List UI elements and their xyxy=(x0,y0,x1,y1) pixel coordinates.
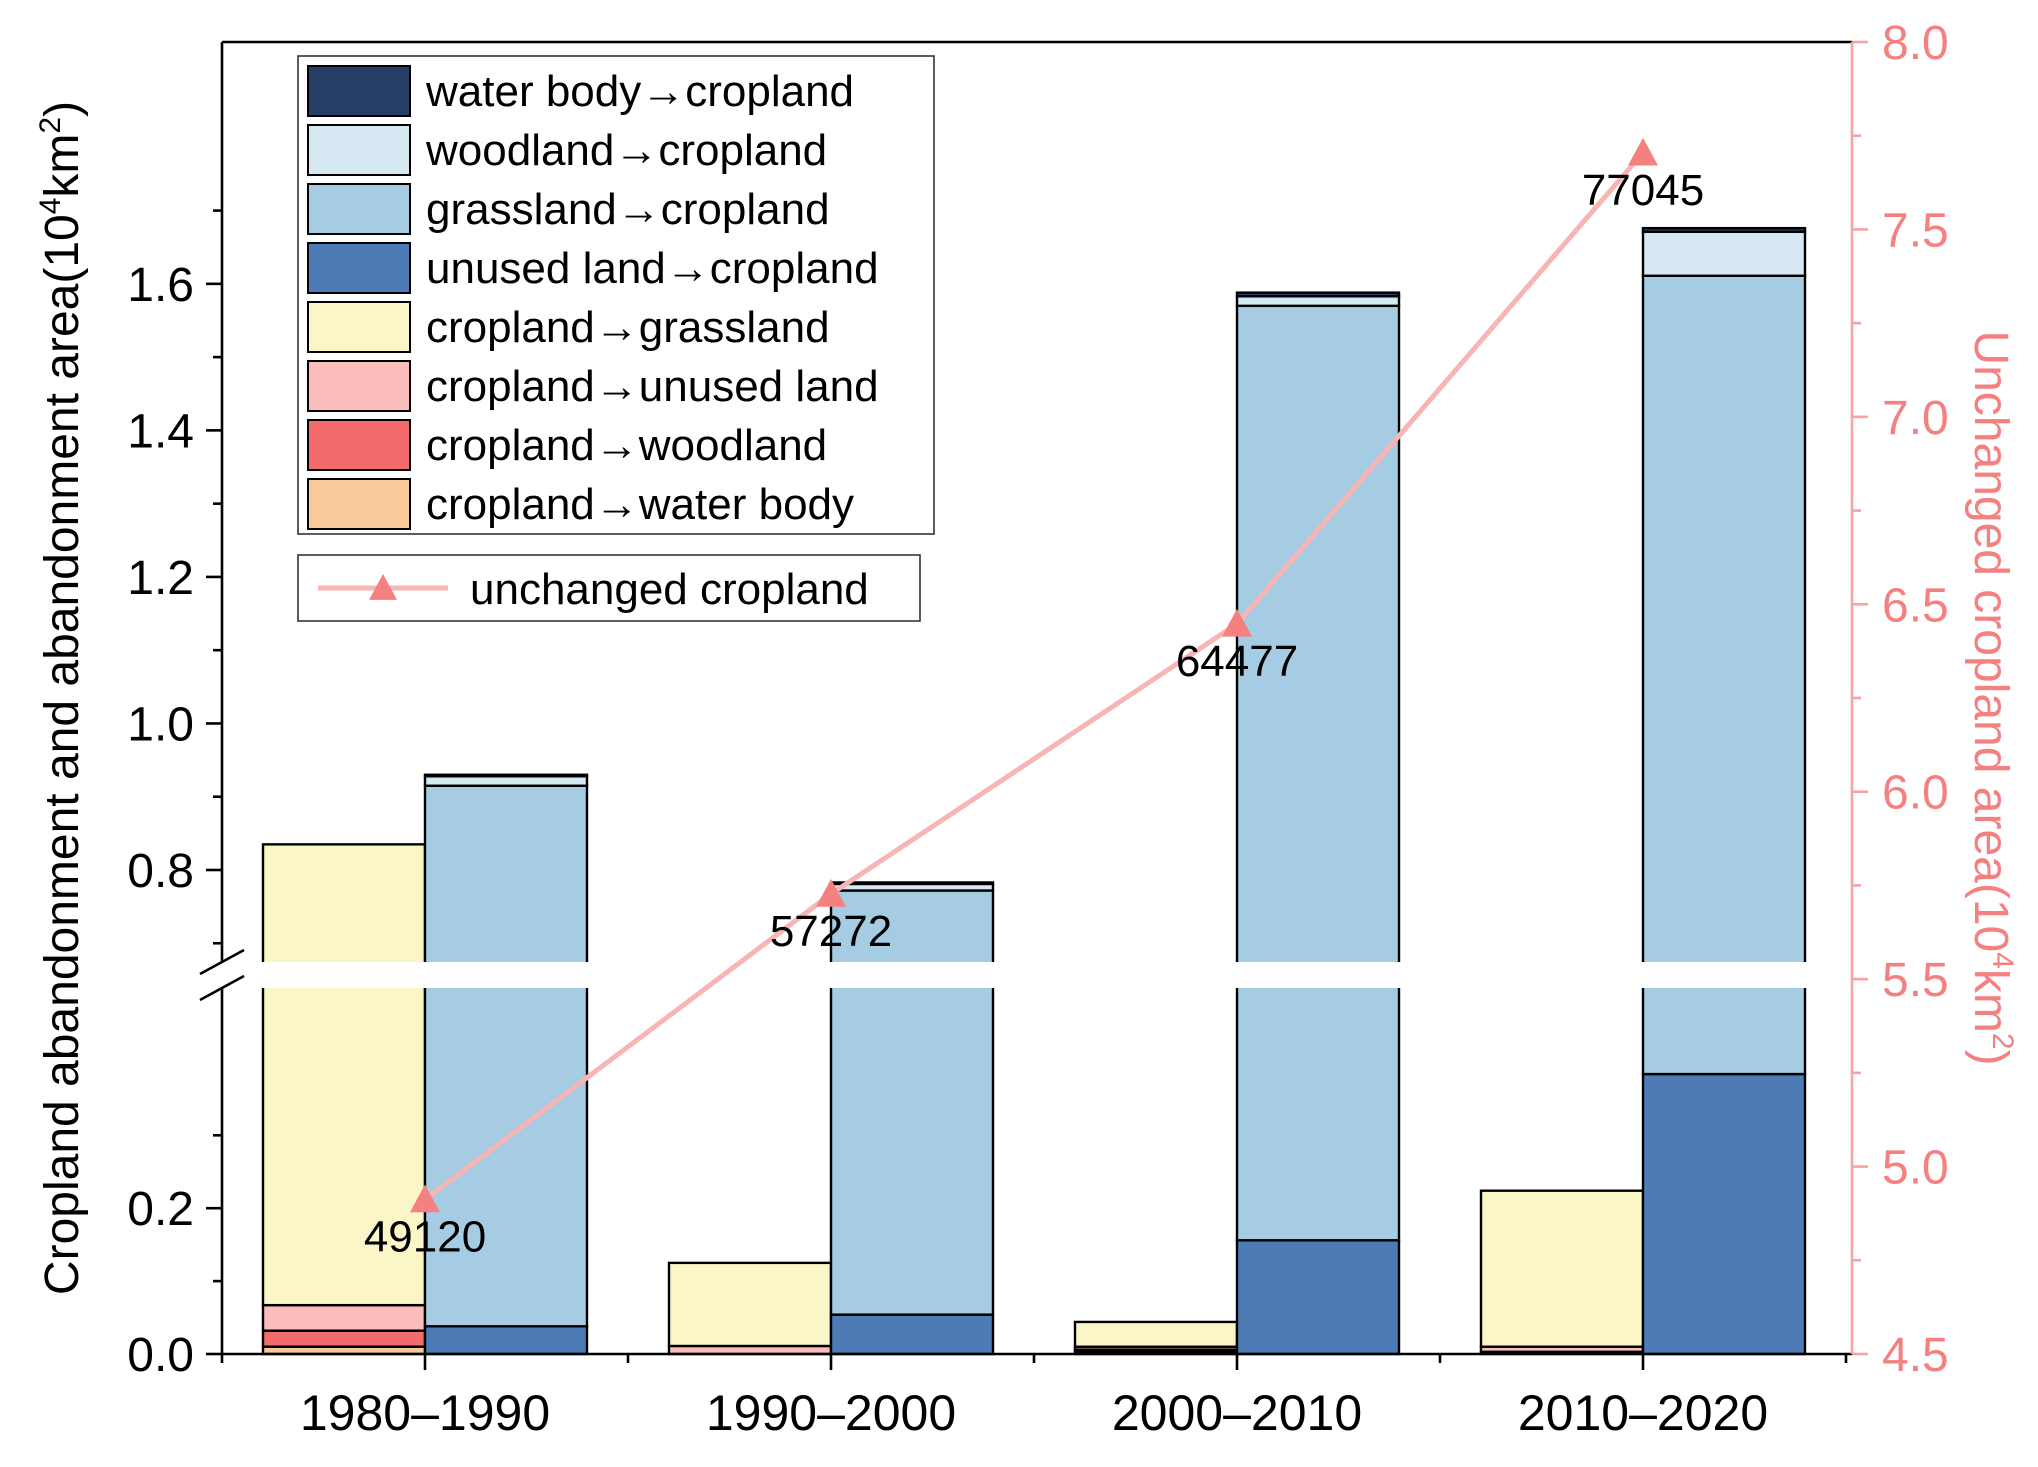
left-tick-label: 1.0 xyxy=(127,698,194,751)
left-axis-title: Cropland abandonment and abandonment are… xyxy=(34,101,89,1295)
reclamation-bar-water-body-cropland-1 xyxy=(829,881,995,886)
x-tick-label: 2010–2020 xyxy=(1518,1385,1768,1441)
reclamation-bar-unused-land-cropland-1 xyxy=(829,1313,995,1356)
unchanged-cropland-data-label: 49120 xyxy=(364,1213,486,1262)
left-tick-label: 0.2 xyxy=(127,1183,194,1236)
unchanged-cropland-data-label: 57272 xyxy=(770,907,892,956)
reclamation-bar-grassland-cropland-1 xyxy=(829,889,995,1316)
reclamation-bar-water-body-cropland-0 xyxy=(423,773,589,778)
left-tick-label: 1.2 xyxy=(127,552,194,605)
right-axis-title: Unchanged cropland area(104km2) xyxy=(1964,330,2019,1065)
legend-label-cropland-water-body: cropland→water body xyxy=(426,480,854,529)
reclamation-bar-grassland-cropland-2 xyxy=(1235,304,1401,1242)
legend-swatch-cropland-water-body xyxy=(307,478,411,530)
unchanged-cropland-marker xyxy=(1222,608,1252,637)
unchanged-cropland-marker xyxy=(410,1184,440,1213)
legend-label-woodland-cropland: woodland→cropland xyxy=(425,126,827,175)
abandonment-bar-cropland-grassland-3 xyxy=(1479,1189,1645,1348)
x-tick-label: 1990–2000 xyxy=(706,1385,956,1441)
abandonment-bar-cropland-unused-land-0 xyxy=(261,1303,427,1332)
abandonment-bar-cropland-woodland-0 xyxy=(261,1329,427,1348)
legend-label-cropland-grassland: cropland→grassland xyxy=(426,303,830,352)
legend-label-unchanged-cropland: unchanged cropland xyxy=(470,565,869,614)
left-tick-label: 0.8 xyxy=(127,845,194,898)
legend-label-water-body-cropland: water body→cropland xyxy=(425,67,854,116)
left-tick-label: 0.0 xyxy=(127,1329,194,1382)
bars-layer xyxy=(261,226,1807,1356)
unchanged-cropland-data-label: 77045 xyxy=(1582,166,1704,215)
right-tick-label: 7.0 xyxy=(1882,392,1949,445)
legend-label-grassland-cropland: grassland→cropland xyxy=(426,185,830,234)
right-tick-label: 5.0 xyxy=(1882,1142,1949,1195)
reclamation-bar-woodland-cropland-2 xyxy=(1235,295,1401,308)
reclamation-bar-unused-land-cropland-2 xyxy=(1235,1239,1401,1356)
reclamation-bar-grassland-cropland-0 xyxy=(423,784,589,1328)
axes-layer: 0.0 0.2 0.8 1.0 1.2 1.4 1.6 4.5 5.0 5.5 6.0 6.5 7.0 7… xyxy=(34,17,2019,1441)
reclamation-bar-woodland-cropland-3 xyxy=(1641,230,1807,277)
right-tick-label: 8.0 xyxy=(1882,17,1949,70)
legend: water body→cropland woodland→cropland gras… xyxy=(297,55,935,622)
reclamation-bar-water-body-cropland-3 xyxy=(1641,226,1807,234)
reclamation-bar-unused-land-cropland-0 xyxy=(423,1325,589,1356)
axis-break-gap xyxy=(0,962,1880,988)
legend-swatch-cropland-grassland xyxy=(307,301,411,353)
legend-swatch-cropland-woodland xyxy=(307,419,411,471)
unchanged-cropland-data-label: 64477 xyxy=(1176,637,1298,686)
legend-swatch-cropland-unused-land xyxy=(307,360,411,412)
x-tick-label: 2000–2010 xyxy=(1112,1385,1362,1441)
unchanged-cropland-line: 49120 57272 64477 77045 xyxy=(364,137,1704,1262)
right-tick-label: 6.0 xyxy=(1882,767,1949,820)
right-tick-label: 5.5 xyxy=(1882,954,1949,1007)
reclamation-bar-water-body-cropland-2 xyxy=(1235,291,1401,298)
unchanged-cropland-marker xyxy=(816,878,846,907)
x-tick-label: 1980–1990 xyxy=(300,1385,550,1441)
right-tick-label: 7.5 xyxy=(1882,204,1949,257)
right-tick-label: 4.5 xyxy=(1882,1329,1949,1382)
unchanged-cropland-marker xyxy=(1628,137,1658,166)
legend-line-marker xyxy=(369,574,397,600)
legend-swatch-grassland-cropland xyxy=(307,183,411,235)
axis-break xyxy=(0,948,1880,1002)
abandonment-bar-cropland-grassland-2 xyxy=(1073,1320,1239,1348)
unchanged-cropland-polyline xyxy=(423,151,1645,1202)
reclamation-bar-grassland-cropland-3 xyxy=(1641,274,1807,1076)
left-tick-label: 1.4 xyxy=(127,405,194,458)
abandonment-bar-cropland-grassland-1 xyxy=(667,1261,833,1348)
legend-swatch-unused-land-cropland xyxy=(307,242,411,294)
legend-label-unused-land-cropland: unused land→cropland xyxy=(426,244,879,293)
reclamation-bar-unused-land-cropland-3 xyxy=(1641,1072,1807,1356)
legend-swatch-water-body-cropland xyxy=(307,65,411,117)
legend-label-cropland-unused-land: cropland→unused land xyxy=(426,362,879,411)
left-tick-label: 1.6 xyxy=(127,259,194,312)
reclamation-bar-woodland-cropland-0 xyxy=(423,775,589,787)
right-tick-label: 6.5 xyxy=(1882,579,1949,632)
legend-swatch-woodland-cropland xyxy=(307,124,411,176)
legend-label-cropland-woodland: cropland→woodland xyxy=(426,421,827,470)
